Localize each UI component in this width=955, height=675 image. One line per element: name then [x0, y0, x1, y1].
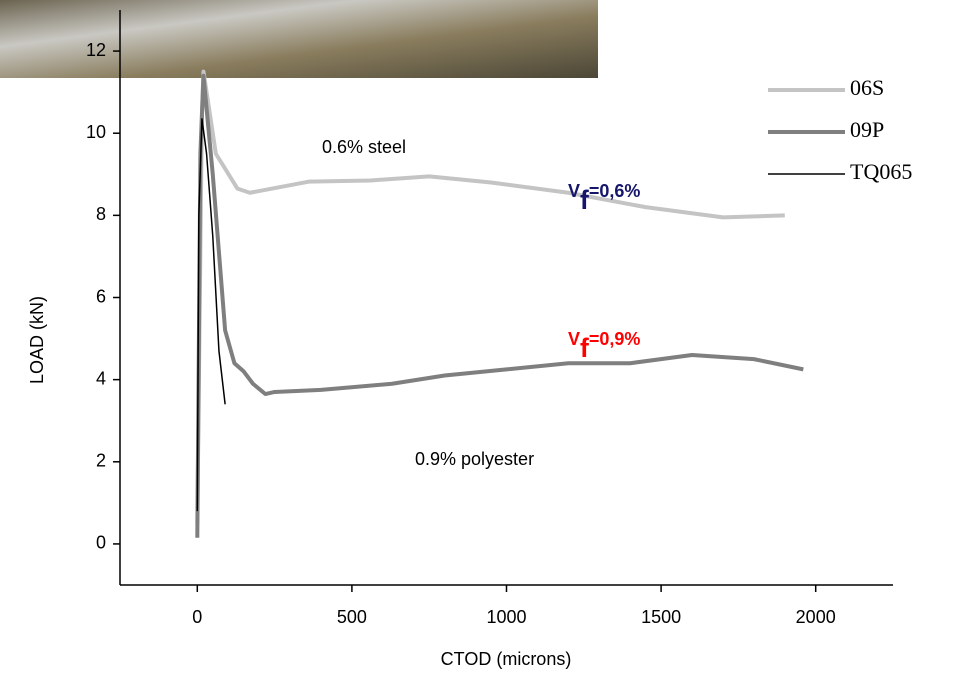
y-tick-label: 4: [96, 368, 106, 388]
y-tick-label: 6: [96, 286, 106, 306]
annotation-text: V: [568, 329, 580, 349]
y-tick-label: 12: [86, 40, 106, 60]
annotation-text: V: [568, 181, 580, 201]
x-tick-label: 500: [337, 607, 367, 627]
x-axis-label: CTOD (microns): [441, 649, 572, 669]
annotation-sub: f: [580, 333, 589, 363]
annotation-rest: =0,9%: [589, 329, 641, 349]
annotation: Vf=0,6%: [568, 181, 640, 215]
y-tick-label: 0: [96, 533, 106, 553]
y-tick-label: 8: [96, 204, 106, 224]
annotation: 0.6% steel: [322, 137, 406, 157]
x-tick-label: 1500: [641, 607, 681, 627]
annotation-text: 0.9% polyester: [415, 449, 534, 469]
legend-label: TQ065: [850, 159, 912, 184]
annotation: Vf=0,9%: [568, 329, 640, 363]
y-axis-label: LOAD (kN): [27, 296, 47, 384]
x-tick-label: 1000: [486, 607, 526, 627]
annotation-text: 0.6% steel: [322, 137, 406, 157]
annotation-rest: =0,6%: [589, 181, 641, 201]
legend-label: 06S: [850, 75, 884, 100]
y-tick-label: 2: [96, 451, 106, 471]
series-line: [195, 73, 804, 538]
photo: [0, 0, 598, 78]
series-line: [196, 118, 226, 512]
y-tick-label: 10: [86, 122, 106, 142]
x-tick-label: 0: [192, 607, 202, 627]
legend-label: 09P: [850, 117, 884, 142]
annotation-sub: f: [580, 185, 589, 215]
annotation: 0.9% polyester: [415, 449, 534, 469]
x-tick-label: 2000: [796, 607, 836, 627]
